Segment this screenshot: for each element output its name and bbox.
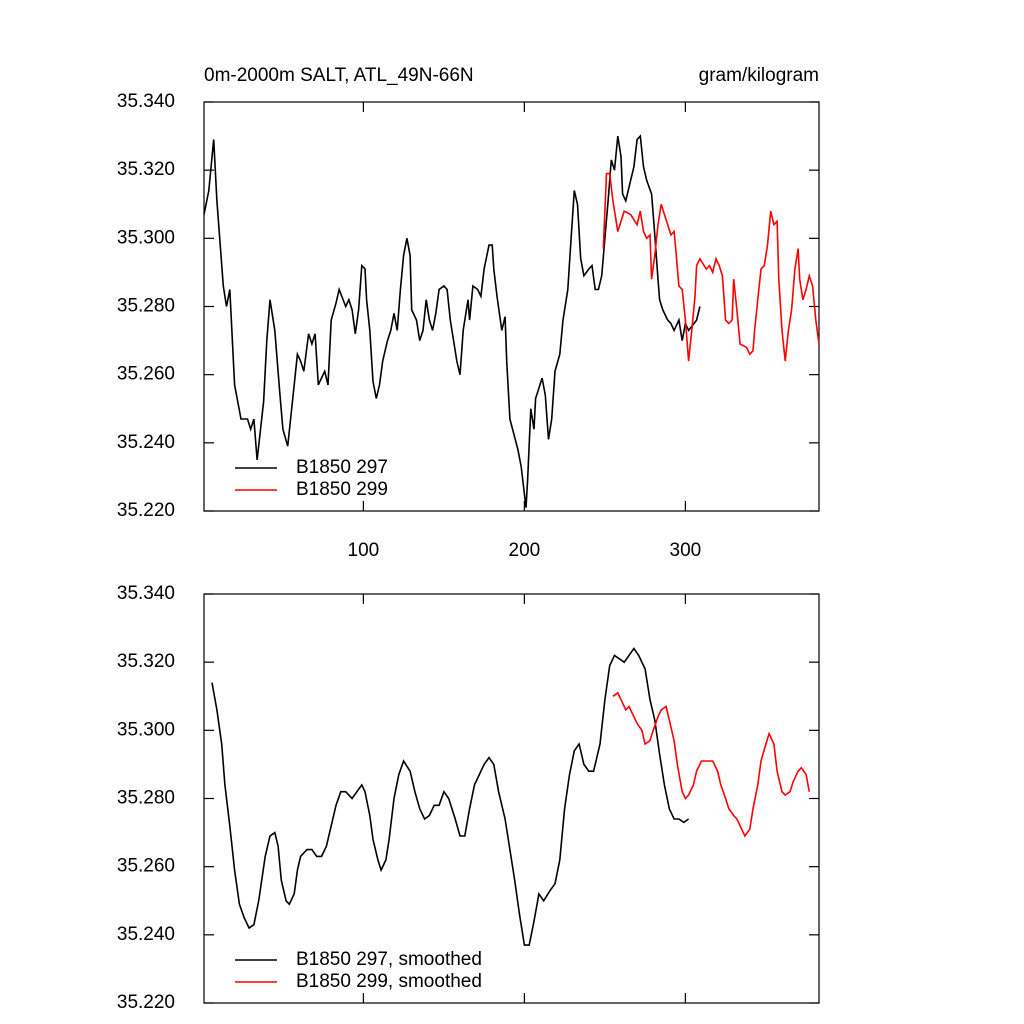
data-line [211,647,690,946]
data-line [602,172,820,362]
y-tick-label: 35.220 [117,500,175,521]
units-label: gram/kilogram [699,65,819,86]
x-tick-label: 300 [670,540,702,561]
y-tick-label: 35.260 [117,364,175,385]
y-tick-label: 35.280 [117,788,175,809]
y-tick-label: 35.240 [117,432,175,453]
y-tick-label: 35.300 [117,719,175,740]
y-tick-label: 35.280 [117,296,175,317]
legend-label: B1850 299, smoothed [296,971,482,992]
y-tick-label: 35.340 [117,91,175,112]
plot-frame [203,101,820,512]
data-line [612,691,811,838]
y-tick-label: 35.340 [117,583,175,604]
plot-frame [203,593,820,1004]
legend-label: B1850 297, smoothed [296,949,482,970]
y-tick-label: 35.320 [117,651,175,672]
y-tick-label: 35.240 [117,924,175,945]
y-tick-label: 35.260 [117,856,175,877]
x-tick-label: 100 [348,540,380,561]
y-tick-label: 35.300 [117,227,175,248]
legend-label: B1850 297 [296,457,388,478]
x-tick-label: 200 [509,540,541,561]
chart-title: 0m-2000m SALT, ATL_49N-66N [204,65,474,86]
legend-label: B1850 299 [296,479,388,500]
y-tick-label: 35.320 [117,159,175,180]
y-tick-label: 35.220 [117,992,175,1013]
data-line [203,134,701,508]
